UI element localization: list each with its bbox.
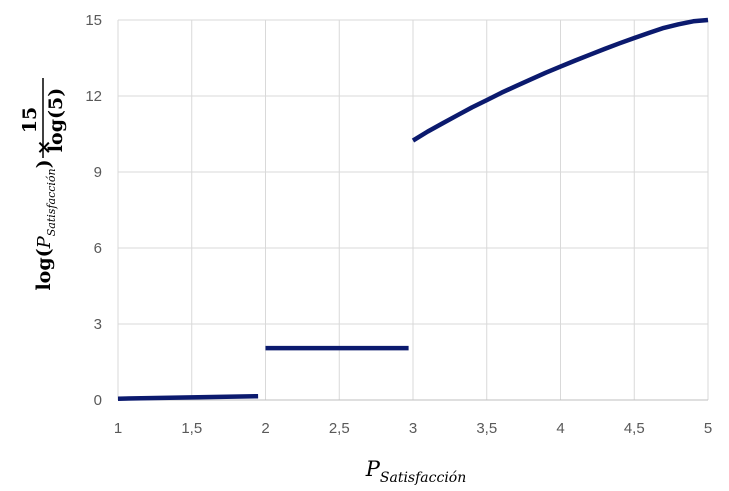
tick-labels: 1 1,5 2 2,5 3 3,5 4 4,5 5 0 3 6 9 12 15: [85, 12, 712, 437]
y-tick-label: 6: [94, 240, 102, 257]
y-tick-label: 12: [85, 88, 102, 105]
series: [117, 17, 709, 401]
fraction-denominator: log(5): [45, 88, 67, 152]
x-tick-label: 4: [556, 420, 564, 437]
y-axis-fraction: 15 log(5): [19, 78, 67, 158]
x-tick-label: 3,5: [476, 420, 497, 437]
x-tick-label: 4,5: [624, 420, 645, 437]
y-tick-label: 0: [94, 392, 102, 409]
y-tick-label: 15: [85, 12, 102, 29]
grid: [117, 19, 709, 400]
x-tick-label: 3: [409, 420, 417, 437]
x-tick-label: 2,5: [329, 420, 350, 437]
x-tick-label: 5: [704, 420, 712, 437]
series-segment-3: [411, 17, 709, 143]
y-tick-label: 9: [94, 164, 102, 181]
x-axis-title: PSatisfacción: [365, 457, 467, 486]
series-segment-1: [117, 393, 259, 401]
y-tick-label: 3: [94, 316, 102, 333]
x-tick-label: 2: [261, 420, 269, 437]
x-tick-label: 1: [114, 420, 122, 437]
y-axis-title: log(PSatisfacción)×: [33, 139, 58, 290]
fraction-numerator: 15: [19, 107, 41, 133]
x-tick-label: 1,5: [181, 420, 202, 437]
